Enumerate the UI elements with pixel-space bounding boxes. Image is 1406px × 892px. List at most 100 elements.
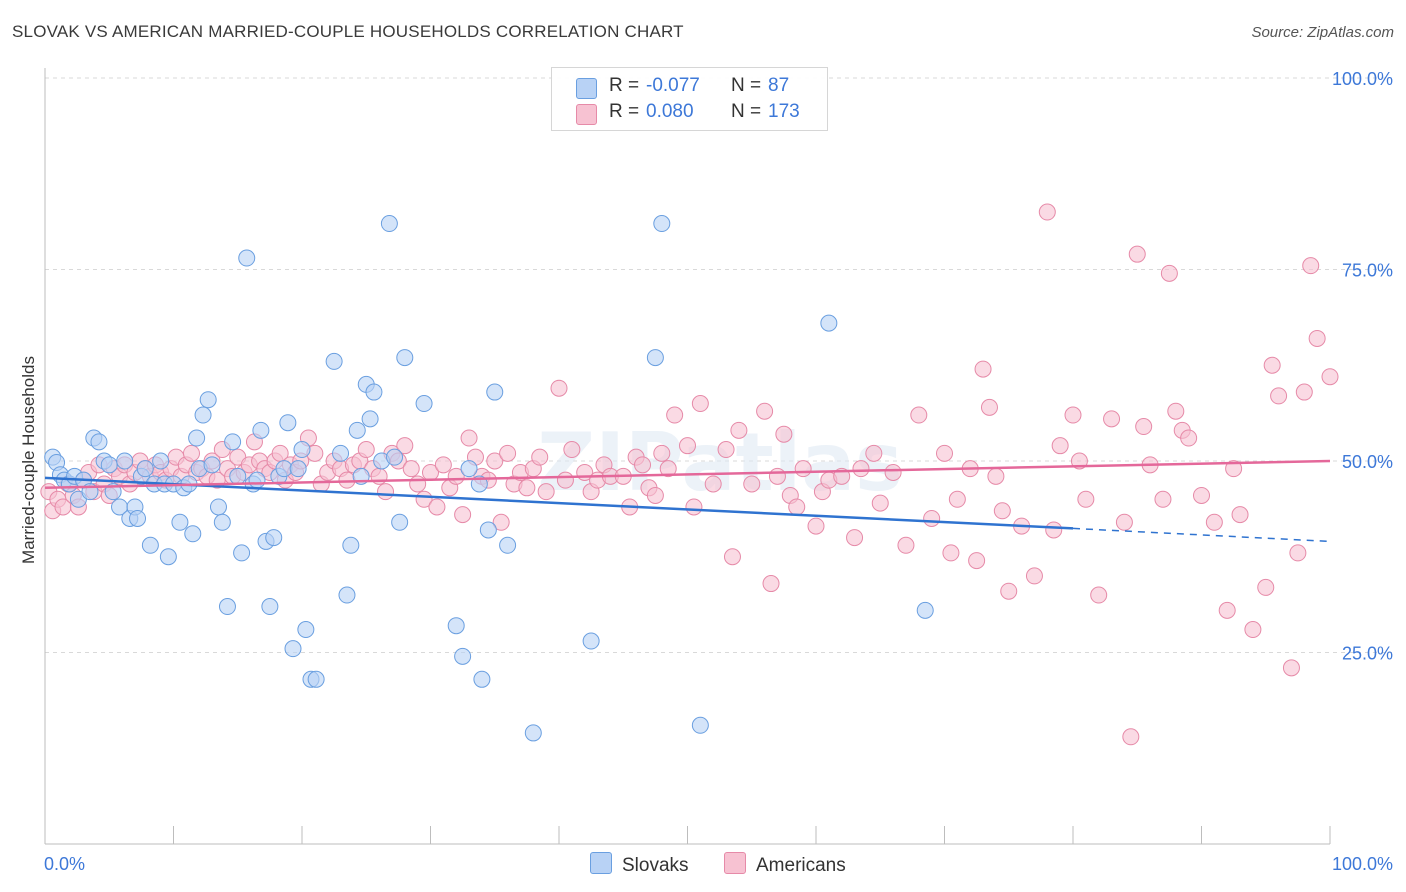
americans-point	[1193, 486, 1210, 504]
slovaks-trend-line	[44, 476, 1074, 530]
americans-point	[846, 529, 864, 547]
americans-point	[794, 460, 812, 478]
americans-point	[402, 460, 420, 478]
slovaks-trend-extension	[1072, 527, 1331, 543]
americans-point	[1167, 402, 1185, 420]
americans-point	[1045, 521, 1063, 539]
americans-point	[1308, 329, 1326, 347]
x-tick-label-start: 0.0%	[44, 854, 85, 874]
americans-point	[871, 494, 889, 512]
slovaks-point	[646, 349, 664, 367]
slovaks-point	[396, 349, 414, 367]
americans-point	[1135, 418, 1153, 436]
slovaks-point	[100, 456, 118, 474]
americans-point	[1090, 586, 1108, 604]
americans-point	[1218, 601, 1236, 619]
americans-point	[730, 421, 748, 439]
slovaks-point	[265, 529, 283, 547]
slovaks-point	[293, 441, 311, 459]
slovaks-point	[229, 467, 247, 485]
americans-point	[1302, 257, 1320, 275]
americans-point	[968, 552, 986, 570]
slovaks-point	[447, 617, 465, 635]
slovaks-point	[238, 249, 256, 267]
americans-point	[486, 452, 504, 470]
americans-point	[499, 444, 517, 462]
slovaks-point	[365, 383, 383, 401]
americans-point	[1122, 728, 1140, 746]
slovaks-point	[141, 536, 159, 554]
slovaks-point	[213, 513, 231, 531]
americans-point	[865, 444, 883, 462]
slovaks-point	[325, 352, 343, 370]
slovaks-point	[415, 395, 433, 413]
slovaks-point	[194, 406, 212, 424]
americans-point	[460, 429, 478, 447]
americans-point	[974, 360, 992, 378]
slovaks-point	[90, 433, 108, 451]
americans-point	[377, 483, 395, 501]
americans-point	[556, 471, 574, 489]
americans-point	[1321, 368, 1339, 386]
slovaks-point	[486, 383, 504, 401]
slovaks-point	[209, 498, 227, 516]
slovaks-point	[332, 444, 350, 462]
americans-swatch	[576, 104, 597, 125]
americans-point	[942, 544, 960, 562]
slovaks-r-value: -0.077	[646, 75, 700, 96]
americans-point	[1128, 245, 1146, 263]
slovaks-point	[224, 433, 242, 451]
americans-point	[1038, 203, 1056, 221]
americans-point	[531, 448, 549, 466]
americans-point	[396, 437, 414, 455]
americans-point	[634, 456, 652, 474]
americans-point	[1077, 490, 1095, 508]
americans-r-value: 0.080	[646, 101, 694, 122]
slovaks-point	[289, 460, 307, 478]
slovaks-point	[916, 601, 934, 619]
americans-point	[1263, 356, 1281, 374]
americans-point	[704, 475, 722, 493]
slovaks-point	[284, 640, 302, 658]
y-tick-label: 75.0%	[1342, 261, 1393, 281]
americans-point	[492, 513, 510, 531]
americans-point	[1000, 582, 1018, 600]
slovaks-point	[380, 215, 398, 233]
americans-point	[852, 460, 870, 478]
americans-point	[910, 406, 928, 424]
americans-point	[454, 506, 472, 524]
americans-point	[756, 402, 774, 420]
slovaks-point	[233, 544, 251, 562]
n-label: N =	[731, 101, 762, 122]
y-tick-label: 25.0%	[1342, 644, 1393, 664]
slovaks-point	[199, 391, 217, 409]
slovaks-point	[307, 670, 325, 688]
slovaks-point	[261, 598, 279, 616]
americans-point	[550, 379, 568, 397]
slovaks-point	[342, 536, 360, 554]
americans-point	[1025, 567, 1043, 585]
slovaks-point	[116, 452, 134, 470]
americans-point	[666, 406, 684, 424]
americans-point	[1257, 578, 1275, 596]
americans-point	[788, 498, 806, 516]
x-tick-label-end: 100.0%	[1332, 854, 1393, 874]
slovaks-point	[203, 456, 221, 474]
americans-point	[923, 509, 941, 527]
americans-point	[987, 467, 1005, 485]
americans-point	[807, 517, 825, 535]
slovaks-point	[159, 548, 177, 566]
americans-point	[1180, 429, 1198, 447]
slovaks-point	[691, 716, 709, 734]
americans-point	[357, 441, 375, 459]
americans-point	[768, 467, 786, 485]
slovaks-point	[348, 421, 366, 439]
americans-point	[1205, 513, 1223, 531]
slovaks-point	[297, 621, 315, 639]
americans-n-value: 173	[768, 101, 800, 122]
bottom-legend-slovaks: Slovaks	[590, 852, 689, 877]
slovaks-point	[188, 429, 206, 447]
americans-point	[762, 575, 780, 593]
americans-point	[884, 463, 902, 481]
americans-point	[897, 536, 915, 554]
